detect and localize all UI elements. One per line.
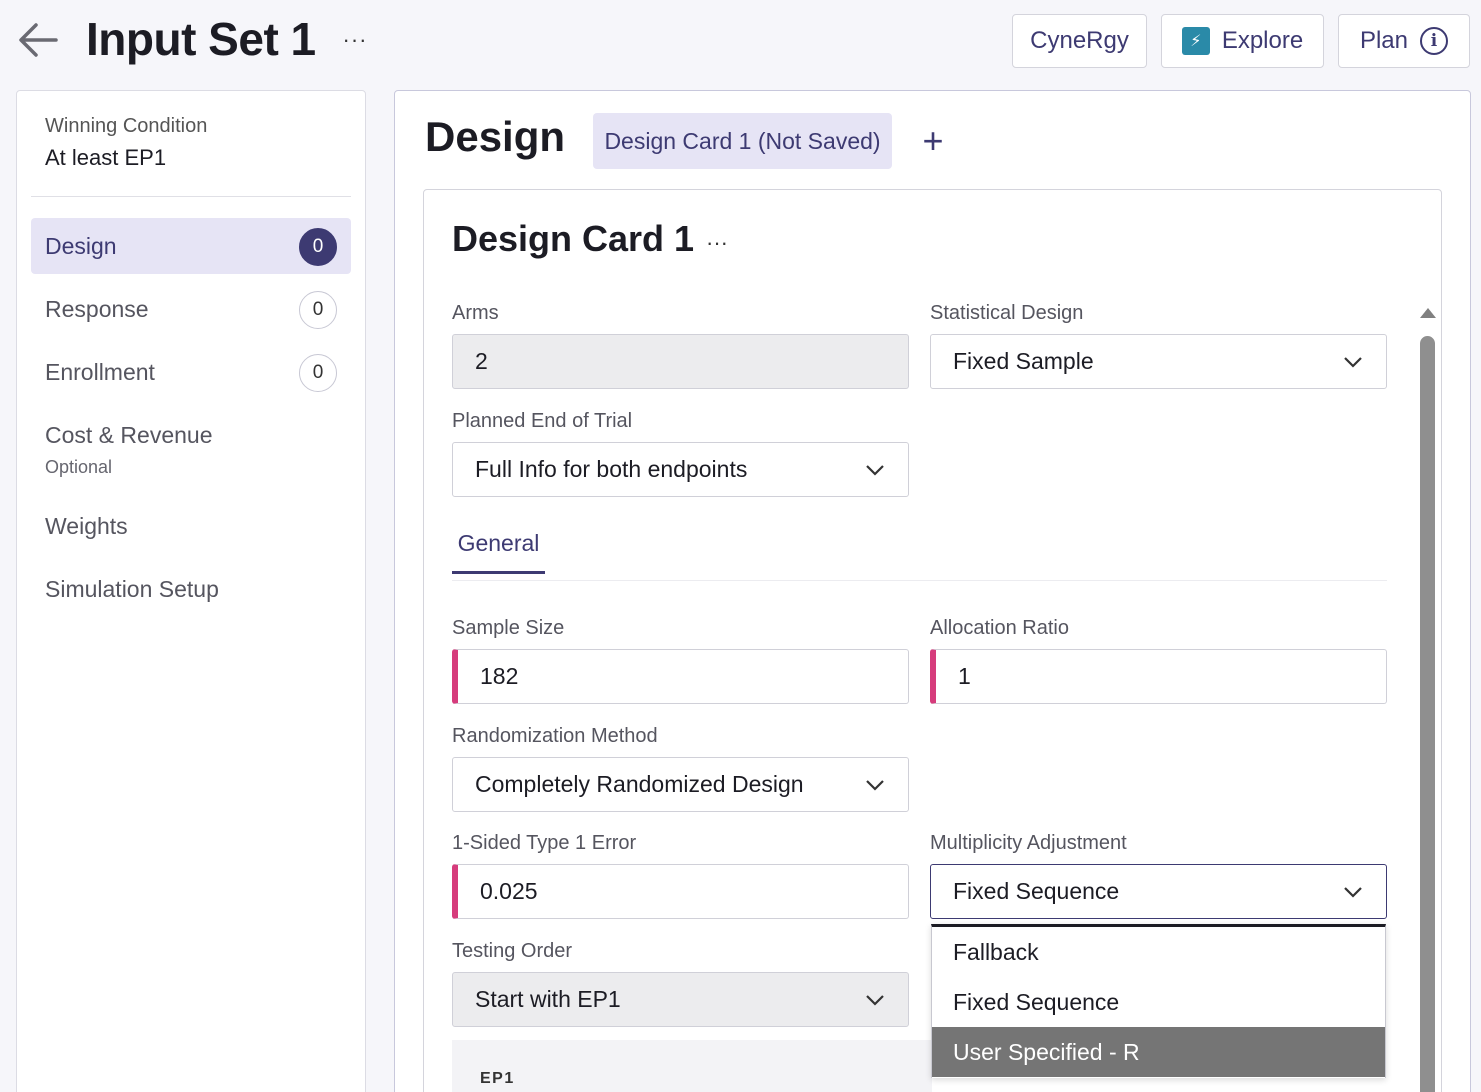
statistical-design-value: Fixed Sample: [953, 348, 1094, 374]
info-icon: i: [1420, 27, 1449, 55]
sidebar-divider: [31, 196, 351, 197]
sidebar-item-label: Response: [45, 295, 149, 322]
winning-condition-label: Winning Condition: [45, 115, 208, 137]
tab-design-card-1[interactable]: Design Card 1 (Not Saved): [593, 113, 892, 169]
sidebar-item-enrollment[interactable]: Enrollment 0: [31, 344, 351, 400]
multiplicity-adjustment-select[interactable]: Fixed Sequence: [930, 864, 1387, 919]
design-card: Design Card 1 ··· Arms 2 Statistical Des…: [423, 189, 1442, 1092]
sidebar: Winning Condition At least EP1 Design 0 …: [16, 90, 366, 1092]
sidebar-item-simulation-setup[interactable]: Simulation Setup: [31, 561, 351, 617]
endpoint-label: EP1: [480, 1070, 515, 1087]
testing-order-select[interactable]: Start with EP1: [452, 972, 909, 1027]
sample-size-input[interactable]: 182: [452, 649, 909, 704]
count-badge: 0: [299, 228, 337, 266]
section-title: Design: [425, 113, 566, 160]
tab-general[interactable]: General: [452, 530, 545, 574]
statistical-design-select[interactable]: Fixed Sample: [930, 334, 1387, 389]
add-design-card-icon[interactable]: +: [922, 120, 944, 161]
explore-button[interactable]: ⚡ Explore: [1161, 14, 1324, 68]
randomization-method-label: Randomization Method: [452, 725, 658, 747]
card-more-options-icon[interactable]: ···: [706, 230, 728, 255]
type1-error-input[interactable]: 0.025: [452, 864, 909, 919]
dropdown-option-fallback[interactable]: Fallback: [953, 938, 1039, 965]
dropdown-option-user-specified-r[interactable]: User Specified - R: [932, 1027, 1385, 1077]
sample-size-label: Sample Size: [452, 617, 565, 639]
multiplicity-adjustment-value: Fixed Sequence: [953, 878, 1120, 904]
cynergy-button-label: CyneRgy: [1030, 27, 1129, 54]
sidebar-item-weights[interactable]: Weights: [31, 498, 351, 554]
sidebar-item-response[interactable]: Response 0: [31, 281, 351, 337]
planned-end-label: Planned End of Trial: [452, 410, 633, 432]
scrollbar[interactable]: [1420, 336, 1435, 1092]
chevron-down-icon: [866, 465, 884, 476]
lightning-bolt-icon: ⚡: [1181, 27, 1210, 55]
arms-label: Arms: [452, 302, 499, 324]
sidebar-item-label: Enrollment: [45, 358, 155, 385]
multiplicity-dropdown-menu: Fallback Fixed Sequence User Specified -…: [931, 924, 1386, 1078]
type1-error-value: 0.025: [480, 878, 538, 904]
chevron-down-icon: [1344, 887, 1362, 898]
sidebar-item-label: Design: [45, 232, 117, 259]
allocation-ratio-value: 1: [958, 663, 971, 689]
count-badge: 0: [299, 291, 337, 329]
main-panel: Design Design Card 1 (Not Saved) + Desig…: [394, 90, 1471, 1092]
testing-order-label: Testing Order: [452, 940, 573, 962]
endpoint-section: EP1: [452, 1040, 932, 1092]
scroll-up-arrow-icon[interactable]: [1420, 308, 1436, 318]
arms-field: 2: [452, 334, 909, 389]
randomization-method-select[interactable]: Completely Randomized Design: [452, 757, 909, 812]
page-title: Input Set 1: [86, 13, 316, 65]
more-options-icon[interactable]: ···: [342, 27, 368, 52]
back-arrow-icon[interactable]: [16, 20, 60, 60]
arms-value: 2: [475, 348, 488, 374]
sidebar-item-design[interactable]: Design 0: [31, 218, 351, 274]
chevron-down-icon: [866, 780, 884, 791]
plan-button-label: Plan: [1359, 27, 1409, 54]
optional-label: Optional: [45, 457, 113, 477]
planned-end-value: Full Info for both endpoints: [475, 456, 748, 482]
chevron-down-icon: [866, 995, 884, 1006]
type1-error-label: 1-Sided Type 1 Error: [452, 832, 637, 854]
plan-button[interactable]: Plan i: [1338, 14, 1470, 68]
sidebar-item-label: Cost & Revenue: [45, 421, 213, 448]
randomization-method-value: Completely Randomized Design: [475, 771, 804, 797]
card-title: Design Card 1: [452, 218, 695, 259]
cynergy-button[interactable]: CyneRgy: [1012, 14, 1147, 68]
multiplicity-adjustment-label: Multiplicity Adjustment: [930, 832, 1127, 854]
allocation-ratio-input[interactable]: 1: [930, 649, 1387, 704]
count-badge: 0: [299, 354, 337, 392]
sidebar-item-cost-revenue[interactable]: Cost & Revenue: [31, 407, 351, 463]
winning-condition-value: At least EP1: [45, 145, 167, 170]
chevron-down-icon: [1344, 357, 1362, 368]
dropdown-option-fixed-sequence[interactable]: Fixed Sequence: [953, 988, 1120, 1015]
planned-end-select[interactable]: Full Info for both endpoints: [452, 442, 909, 497]
explore-button-label: Explore: [1221, 27, 1304, 54]
sidebar-item-label: Weights: [45, 512, 128, 539]
sidebar-item-label: Simulation Setup: [45, 575, 219, 602]
sample-size-value: 182: [480, 663, 519, 689]
testing-order-value: Start with EP1: [475, 986, 621, 1012]
statistical-design-label: Statistical Design: [930, 302, 1084, 324]
allocation-ratio-label: Allocation Ratio: [930, 617, 1069, 639]
tab-divider: [452, 580, 1387, 581]
